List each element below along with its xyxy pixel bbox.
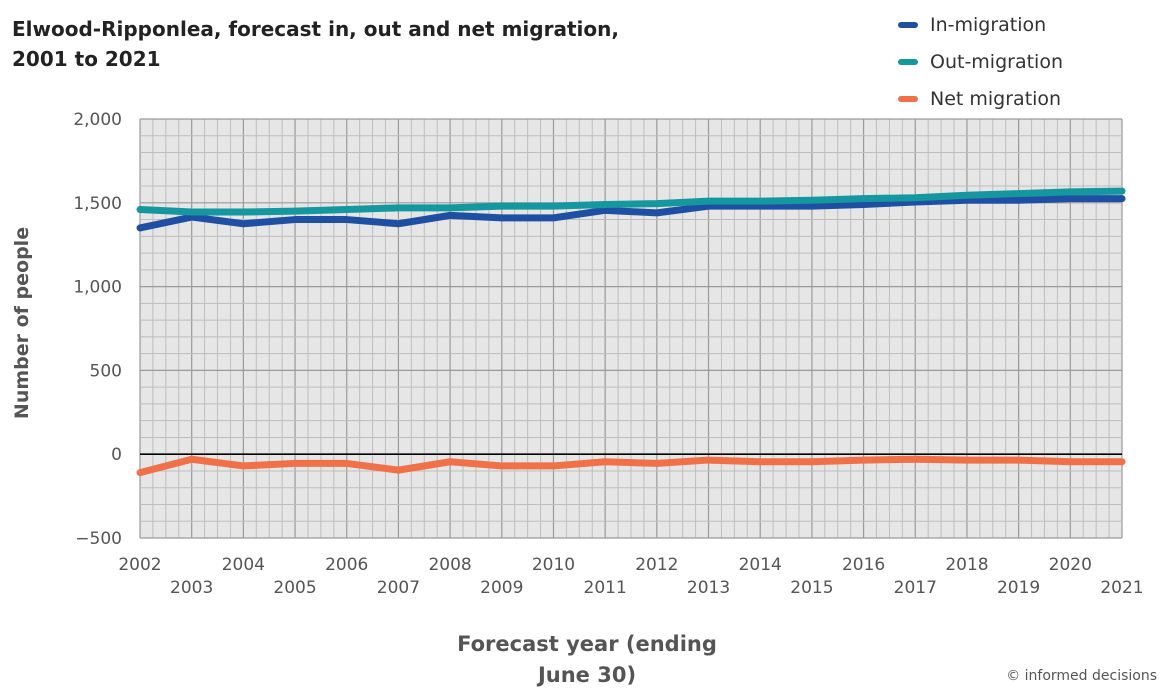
x-tick-label: 2008 — [428, 555, 471, 575]
chart-title-line2: 2001 to 2021 — [12, 47, 161, 71]
x-tick-label: 2006 — [325, 555, 368, 575]
x-tick-label: 2010 — [532, 555, 575, 575]
x-tick-label: 2003 — [170, 578, 213, 598]
x-tick-label: 2013 — [687, 578, 730, 598]
x-axis-label-line2: June 30) — [537, 663, 637, 687]
x-axis-ticks: 2002 2003 2004 2005 2006 2007 2008 2009 2010 2011… — [118, 555, 1143, 598]
legend-swatch-net-migration — [898, 95, 918, 102]
x-tick-label: 2015 — [790, 578, 833, 598]
chart-title: Elwood-Ripponlea, forecast in, out and n… — [12, 14, 712, 74]
legend-item-out-migration[interactable]: Out-migration — [898, 43, 1063, 80]
legend-label-net-migration: Net migration — [930, 87, 1062, 110]
y-tick-label: 500 — [90, 361, 122, 381]
x-axis-label-line1: Forecast year (ending — [457, 632, 717, 656]
series-line-net-migration[interactable] — [136, 455, 1126, 477]
x-tick-label: 2018 — [945, 555, 988, 575]
x-tick-label: 2014 — [739, 555, 782, 575]
legend-swatch-in-migration — [898, 21, 918, 28]
x-tick-label: 2016 — [842, 555, 885, 575]
x-tick-label: 2007 — [377, 578, 420, 598]
y-tick-label: 1,000 — [73, 278, 122, 298]
gridlines — [139, 118, 1123, 539]
chart-title-line1: Elwood-Ripponlea, forecast in, out and n… — [12, 17, 619, 41]
x-axis-label: Forecast year (ending June 30) — [437, 629, 737, 691]
x-tick-label: 2019 — [997, 578, 1040, 598]
legend-item-in-migration[interactable]: In-migration — [898, 6, 1063, 43]
y-tick-label: −500 — [75, 529, 122, 549]
x-tick-label: 2012 — [635, 555, 678, 575]
legend-label-out-migration: Out-migration — [930, 50, 1063, 73]
x-tick-label: 2011 — [584, 578, 627, 598]
series-line-out-migration[interactable] — [136, 187, 1126, 216]
x-tick-label: 2002 — [118, 555, 161, 575]
x-tick-label: 2005 — [273, 578, 316, 598]
legend: In-migration Out-migration Net migration — [898, 6, 1063, 117]
y-tick-label: 0 — [111, 445, 122, 465]
x-tick-label: 2017 — [894, 578, 937, 598]
x-tick-label: 2021 — [1100, 578, 1143, 598]
series-lines — [136, 187, 1126, 477]
x-tick-label: 2020 — [1049, 555, 1092, 575]
y-axis-ticks: −500 0 500 1,000 1,500 2,000 — [73, 110, 122, 549]
legend-label-in-migration: In-migration — [930, 13, 1047, 36]
y-tick-label: 1,500 — [73, 194, 122, 214]
x-tick-label: 2009 — [480, 578, 523, 598]
legend-item-net-migration[interactable]: Net migration — [898, 80, 1063, 117]
legend-swatch-out-migration — [898, 58, 918, 65]
y-tick-label: 2,000 — [73, 110, 122, 130]
x-tick-label: 2004 — [222, 555, 265, 575]
series-line-in-migration[interactable] — [136, 195, 1126, 232]
credit-text: © informed decisions — [1006, 668, 1157, 684]
